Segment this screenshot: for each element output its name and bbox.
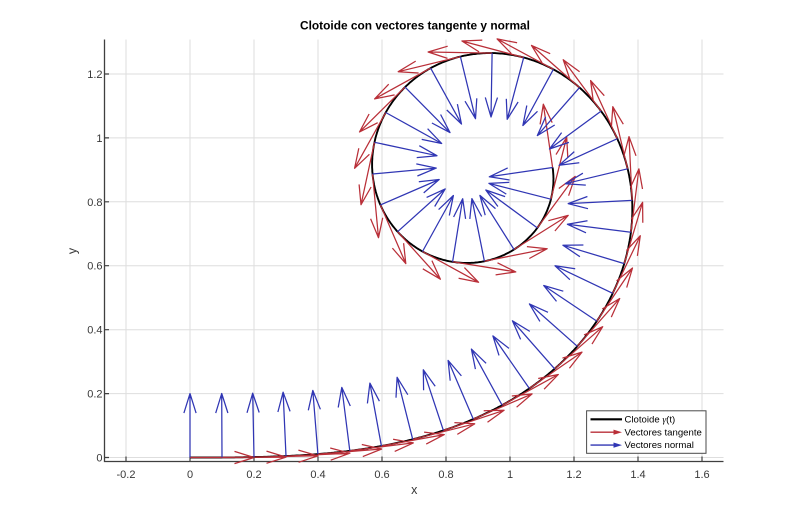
svg-text:1.4: 1.4 [630, 469, 645, 481]
svg-text:0.2: 0.2 [246, 469, 261, 481]
svg-text:x: x [411, 483, 418, 497]
svg-text:Clotoide γ(t): Clotoide γ(t) [625, 414, 676, 425]
svg-text:0.6: 0.6 [87, 261, 102, 273]
svg-text:0.4: 0.4 [87, 325, 102, 337]
svg-text:0.2: 0.2 [87, 389, 102, 401]
svg-text:0: 0 [187, 469, 193, 481]
svg-text:1: 1 [96, 133, 102, 145]
svg-text:0.4: 0.4 [310, 469, 325, 481]
svg-text:-0.2: -0.2 [117, 469, 136, 481]
svg-text:0: 0 [96, 453, 102, 465]
svg-text:Vectores tangente: Vectores tangente [625, 427, 702, 438]
svg-text:0.8: 0.8 [87, 197, 102, 209]
svg-text:1: 1 [507, 469, 513, 481]
svg-text:1.2: 1.2 [87, 69, 102, 81]
svg-text:1.6: 1.6 [694, 469, 709, 481]
svg-text:0.8: 0.8 [438, 469, 453, 481]
svg-text:Clotoide con vectores tangente: Clotoide con vectores tangente y normal [300, 19, 530, 33]
svg-text:0.6: 0.6 [374, 469, 389, 481]
svg-text:Vectores normal: Vectores normal [625, 440, 694, 451]
svg-text:1.2: 1.2 [566, 469, 581, 481]
svg-text:y: y [65, 247, 79, 254]
